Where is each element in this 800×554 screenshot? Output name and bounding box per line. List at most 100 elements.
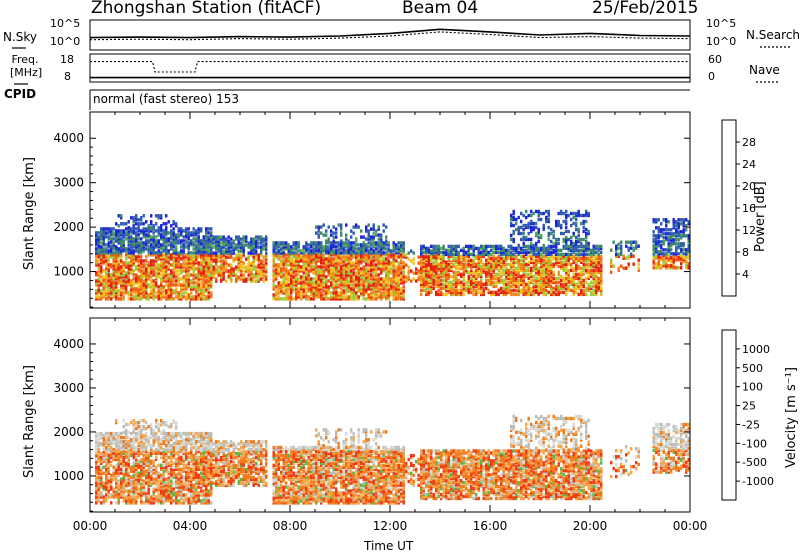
heatmap-cell xyxy=(190,251,193,255)
heatmap-cell xyxy=(380,269,383,273)
heatmap-cell xyxy=(510,213,513,218)
heatmap-cell xyxy=(335,249,338,253)
heatmap-cell xyxy=(467,252,470,257)
heatmap-cell xyxy=(372,243,375,247)
heatmap-cell xyxy=(235,245,238,249)
heatmap-cell xyxy=(330,271,333,275)
heatmap-cell xyxy=(137,261,140,265)
heatmap-cell xyxy=(317,227,320,231)
heatmap-cell xyxy=(297,263,300,267)
heatmap-cell xyxy=(365,255,368,259)
heatmap-cell xyxy=(260,263,263,267)
heatmap-cell xyxy=(145,283,148,287)
heatmap-cell xyxy=(440,286,443,291)
heatmap-cell xyxy=(332,271,335,275)
heatmap-cell xyxy=(340,269,343,273)
heatmap-cell xyxy=(492,256,495,261)
heatmap-cell xyxy=(532,262,535,267)
heatmap-cell xyxy=(557,237,560,242)
heatmap-cell xyxy=(392,285,395,289)
heatmap-cell xyxy=(200,291,203,295)
heatmap-cell xyxy=(475,288,478,293)
heatmap-cell xyxy=(470,272,473,277)
heatmap-cell xyxy=(390,279,393,283)
heatmap-cell xyxy=(520,225,523,230)
heatmap-cell xyxy=(342,265,345,269)
heatmap-cell xyxy=(660,228,663,232)
heatmap-cell xyxy=(517,246,520,251)
heatmap-cell xyxy=(100,267,103,271)
heatmap-cell xyxy=(237,257,240,261)
heatmap-cell xyxy=(352,297,355,301)
heatmap-cell xyxy=(265,275,268,279)
heatmap-cell xyxy=(657,266,660,270)
heatmap-cell xyxy=(215,279,218,283)
heatmap-cell xyxy=(570,241,573,246)
heatmap-cell xyxy=(472,278,475,283)
heatmap-cell xyxy=(302,281,305,285)
heatmap-cell xyxy=(167,287,170,291)
heatmap-cell xyxy=(177,227,180,231)
heatmap-cell xyxy=(97,241,100,245)
heatmap-cell xyxy=(200,287,203,291)
heatmap-cell xyxy=(420,249,423,253)
heatmap-cell xyxy=(592,254,595,259)
heatmap-cell xyxy=(482,288,485,293)
heatmap-cell xyxy=(597,284,600,289)
heatmap-cell xyxy=(375,273,378,277)
heatmap-cell xyxy=(325,267,328,271)
heatmap-cell xyxy=(130,243,133,247)
heatmap-cell xyxy=(360,273,363,277)
heatmap-cell xyxy=(245,269,248,273)
heatmap-cell xyxy=(247,269,250,273)
heatmap-cell xyxy=(145,263,148,267)
heatmap-cell xyxy=(242,275,245,279)
heatmap-cell xyxy=(365,289,368,293)
heatmap-cell xyxy=(390,293,393,297)
heatmap-cell xyxy=(392,279,395,283)
heatmap-cell xyxy=(360,293,363,297)
heatmap-cell xyxy=(235,257,238,261)
heatmap-cell xyxy=(672,256,675,260)
heatmap-cell xyxy=(102,277,105,281)
heatmap-cell xyxy=(510,290,513,295)
heatmap-cell xyxy=(500,274,503,279)
heatmap-cell xyxy=(660,244,663,248)
heatmap-cell xyxy=(182,295,185,299)
heatmap-cell xyxy=(570,268,573,273)
heatmap-cell xyxy=(102,247,105,251)
heatmap-cell xyxy=(277,287,280,291)
heatmap-cell xyxy=(657,230,660,234)
heatmap-cell xyxy=(252,265,255,269)
heatmap-cell xyxy=(287,273,290,277)
heatmap-cell xyxy=(162,287,165,291)
heatmap-cell xyxy=(632,254,635,258)
heatmap-cell xyxy=(597,252,600,257)
heatmap-cell xyxy=(390,271,393,275)
heatmap-cell xyxy=(325,233,328,237)
heatmap-cell xyxy=(152,237,155,241)
heatmap-cell xyxy=(462,270,465,275)
heatmap-cell xyxy=(592,268,595,273)
heatmap-cell xyxy=(547,225,550,230)
heatmap-cell xyxy=(325,249,328,253)
heatmap-cell xyxy=(362,291,365,295)
heatmap-cell xyxy=(345,223,348,227)
heatmap-cell xyxy=(185,229,188,233)
heatmap-cell xyxy=(190,273,193,277)
heatmap-cell xyxy=(520,237,523,242)
heatmap-cell xyxy=(530,229,533,234)
heatmap-cell xyxy=(632,246,635,250)
heatmap-cell xyxy=(452,254,455,259)
heatmap-cell xyxy=(122,235,125,239)
heatmap-cell xyxy=(332,245,335,249)
heatmap-cell xyxy=(505,248,508,253)
heatmap-cell xyxy=(570,262,573,267)
heatmap-cell xyxy=(272,245,275,249)
heatmap-cell xyxy=(300,269,303,273)
heatmap-cell xyxy=(325,291,328,295)
heatmap-cell xyxy=(440,272,443,277)
heatmap-cell xyxy=(487,244,490,249)
heatmap-cell xyxy=(465,258,468,263)
heatmap-cell xyxy=(375,263,378,267)
